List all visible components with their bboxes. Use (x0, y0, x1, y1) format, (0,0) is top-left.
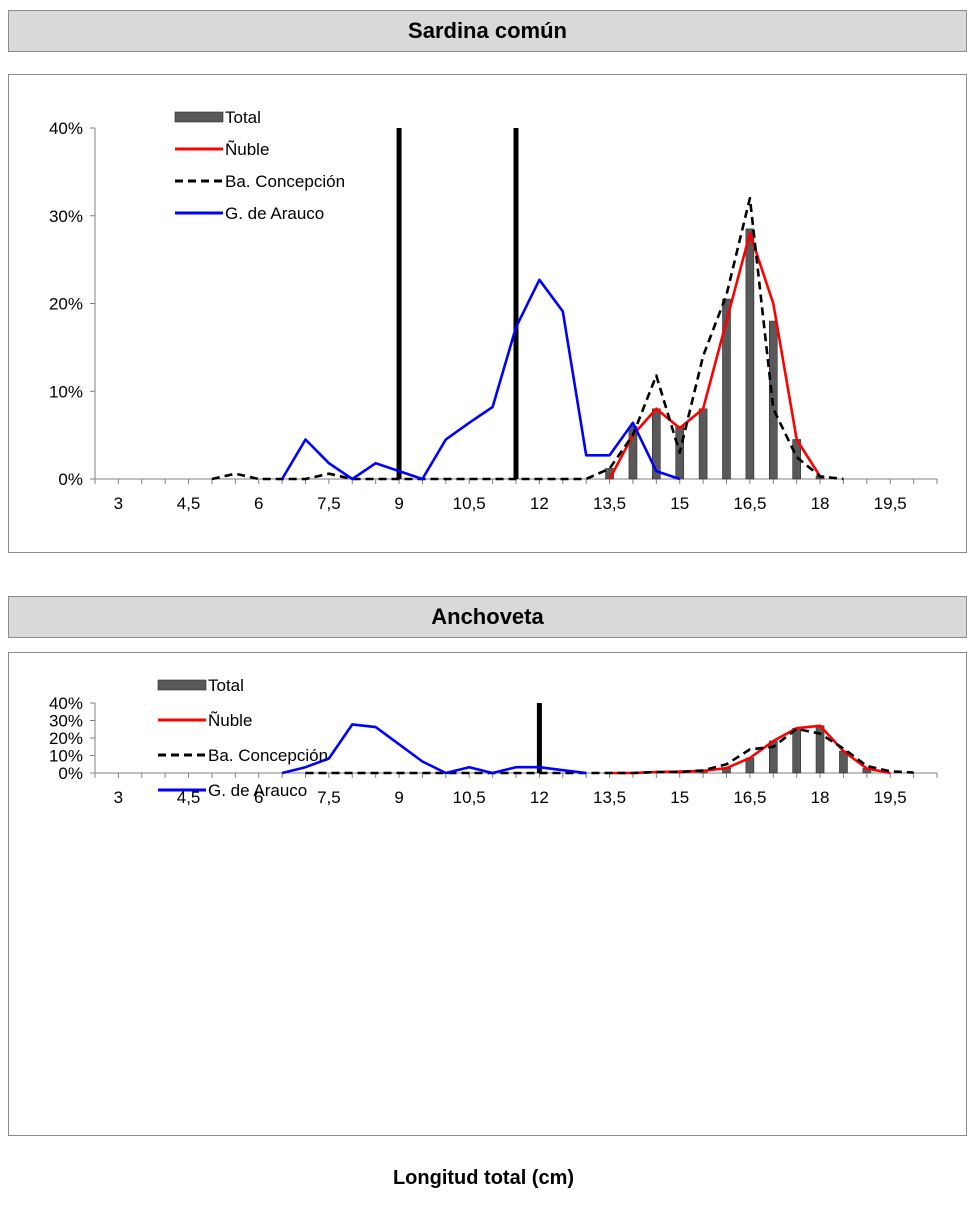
x-tick-label: 13,5 (593, 788, 626, 807)
bar-total (628, 426, 638, 480)
x-tick-label: 15 (670, 788, 689, 807)
y-tick-label: 30% (49, 207, 83, 226)
x-tick-label: 16,5 (733, 788, 766, 807)
legend-label: Ñuble (225, 140, 269, 159)
bar-total (745, 228, 755, 480)
x-tick-label: 4,5 (177, 494, 201, 513)
line-g-de-arauco (281, 723, 587, 775)
x-tick-label: 12 (530, 494, 549, 513)
y-tick-label: 20% (49, 295, 83, 314)
x-tick-label: 9 (394, 788, 403, 807)
x-tick-label: 19,5 (874, 494, 907, 513)
y-tick-label: 10% (49, 382, 83, 401)
legend-label: Ñuble (208, 711, 252, 730)
x-tick-label: 10,5 (453, 494, 486, 513)
x-tick-label: 16,5 (733, 494, 766, 513)
x-tick-label: 7,5 (317, 494, 341, 513)
x-tick-label: 6 (254, 494, 263, 513)
x-tick-label: 18 (811, 494, 830, 513)
legend-label: G. de Arauco (208, 781, 307, 800)
y-tick-label: 0% (58, 470, 83, 489)
x-tick-label: 3 (114, 494, 123, 513)
y-tick-label: 20% (49, 729, 83, 748)
chart-1-title: Sardina común (8, 10, 967, 52)
legend-label: Total (208, 676, 244, 695)
y-tick-label: 40% (49, 119, 83, 138)
chart-2-title: Anchoveta (8, 596, 967, 638)
legend-label: Ba. Concepción (208, 746, 328, 765)
y-tick-label: 40% (49, 694, 83, 713)
line-ñuble (609, 724, 891, 775)
bar-total (722, 298, 731, 480)
legend-label: Total (225, 108, 261, 127)
legend-swatch-total (157, 679, 207, 691)
x-tick-label: 18 (811, 788, 830, 807)
x-tick-label: 7,5 (317, 788, 341, 807)
x-tick-label: 13,5 (593, 494, 626, 513)
line-ba-concepción (211, 196, 844, 481)
y-tick-label: 10% (49, 747, 83, 766)
x-tick-label: 3 (114, 788, 123, 807)
x-axis-label: Longitud total (cm) (392, 1167, 575, 1189)
x-tick-label: 6 (254, 788, 263, 807)
line-ba-concepción (305, 727, 914, 775)
bar-total (792, 727, 801, 774)
y-tick-label: 0% (58, 764, 83, 783)
line-g-de-arauco (280, 278, 681, 481)
x-tick-label: 4,5 (177, 788, 201, 807)
legend-label: Ba. Concepción (225, 172, 345, 191)
x-tick-label: 19,5 (874, 788, 907, 807)
legend-swatch-total (174, 111, 224, 123)
x-tick-label: 15 (670, 494, 689, 513)
line-ñuble (608, 232, 822, 480)
x-tick-label: 9 (394, 494, 403, 513)
legend-label: G. de Arauco (225, 204, 324, 223)
x-tick-label: 10,5 (453, 788, 486, 807)
x-tick-label: 12 (530, 788, 549, 807)
y-tick-label: 30% (49, 712, 83, 731)
